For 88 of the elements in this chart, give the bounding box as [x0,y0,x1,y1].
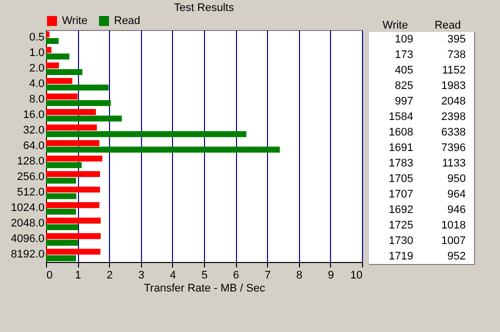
y-tick-label: 0.5 [29,31,44,44]
data-label: 1584 [388,111,414,124]
data-label: 1730 [388,234,414,247]
x-tick-label: 7 [264,270,271,282]
bar [46,233,101,240]
bar [46,240,78,246]
data-label: 1983 [441,80,466,92]
x-tick-label: 8 [296,270,302,282]
y-tick-label: 2048.0 [10,218,44,230]
bar [46,94,78,100]
data-label: 405 [394,64,414,77]
data-label: 1707 [388,188,414,200]
x-tick-label: 10 [350,270,362,282]
bar [46,255,76,262]
data-label: 109 [394,34,414,46]
bar [46,69,82,76]
bar [46,31,50,38]
bar [46,193,76,200]
y-tick-label: 16.0 [23,108,44,121]
x-tick-label: 3 [138,270,144,282]
y-tick-label: 8192.0 [10,248,44,261]
bar [46,140,100,146]
chart-title: Test Results [174,2,234,14]
bar [46,46,52,53]
x-axis-title: Transfer Rate - MB / Sec [144,282,266,294]
bar [46,38,59,44]
bar [46,124,97,130]
y-tick-label: 8.0 [29,93,44,106]
bar [46,224,78,230]
data-label: 6338 [441,126,466,139]
y-tick-label: 512.0 [16,186,44,199]
y-tick-label: 256.0 [16,171,44,184]
y-tick-label: 1.0 [29,46,44,59]
data-label: 173 [394,49,414,62]
data-label: 1719 [388,250,414,262]
data-label: 1152 [442,64,466,77]
data-label: 2048 [441,96,466,108]
x-tick-label: 4 [170,270,176,282]
data-label: 1018 [441,219,466,232]
bar [46,162,82,168]
bar [46,248,100,255]
y-tick-label: 32.0 [23,124,44,136]
y-tick-label: 4.0 [29,78,44,90]
data-label: 946 [447,204,466,216]
y-tick-label: 128.0 [16,156,44,168]
bar [46,84,109,91]
bar [46,202,100,208]
bar [46,78,72,84]
data-label: 738 [447,49,466,62]
bar [46,178,76,184]
bar [46,109,96,115]
bar [46,156,102,162]
bar [46,186,100,193]
bar [46,171,100,178]
x-tick-label: 6 [233,270,240,282]
x-tick-label: 5 [201,270,208,282]
data-label: 1692 [388,204,414,216]
y-tick-label: 2.0 [29,62,44,74]
data-label: 952 [447,250,466,262]
x-tick-label: 1 [75,270,82,282]
data-label: 964 [447,188,466,200]
bar [46,100,111,106]
x-tick-label: 2 [106,270,113,282]
y-tick-label: 4096.0 [10,233,44,246]
x-tick-label: 9 [328,270,334,282]
data-label: 1691 [388,142,414,154]
bar [46,62,59,68]
y-tick-label: 64.0 [23,140,44,152]
data-label: 825 [394,80,414,92]
data-label: 1608 [388,126,414,139]
data-label: 1705 [388,172,414,185]
bar [46,218,101,224]
bar [46,208,76,215]
bar [46,54,70,60]
data-label: 1725 [388,219,414,232]
data-label: 1783 [388,157,414,170]
data-label: 1007 [441,234,466,247]
data-label: 7396 [441,142,466,154]
y-tick-label: 1024.0 [10,202,44,214]
bar [46,146,280,153]
bar [46,131,246,138]
data-label: 395 [447,34,466,46]
data-label: 950 [447,172,466,185]
x-tick-label: 0 [46,270,53,282]
data-label: 997 [394,96,414,108]
data-label: 2398 [441,111,466,124]
data-label: 1133 [442,157,466,170]
bar [46,116,122,122]
